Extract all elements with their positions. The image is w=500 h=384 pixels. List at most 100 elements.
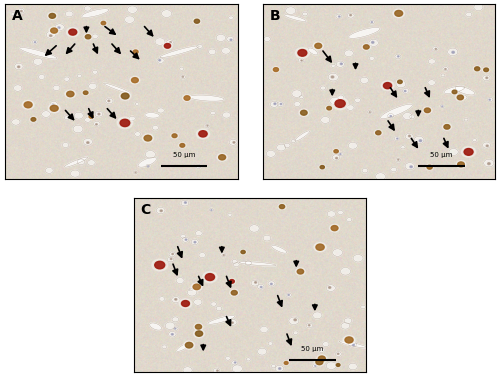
Circle shape <box>276 144 285 151</box>
Circle shape <box>174 328 176 329</box>
Circle shape <box>445 68 446 70</box>
Circle shape <box>208 49 216 55</box>
Text: 50 μm: 50 μm <box>173 152 195 159</box>
Circle shape <box>391 167 396 172</box>
Circle shape <box>228 16 234 20</box>
Circle shape <box>338 210 344 215</box>
Circle shape <box>194 19 200 23</box>
Circle shape <box>50 35 52 36</box>
Circle shape <box>280 205 284 209</box>
Circle shape <box>168 331 176 337</box>
Circle shape <box>180 235 186 238</box>
Circle shape <box>48 104 60 113</box>
Circle shape <box>230 39 232 40</box>
Circle shape <box>124 16 134 23</box>
Circle shape <box>101 22 105 25</box>
Ellipse shape <box>190 95 224 101</box>
Circle shape <box>66 91 74 97</box>
Circle shape <box>410 166 412 168</box>
Circle shape <box>333 149 340 154</box>
Circle shape <box>100 20 107 26</box>
Circle shape <box>343 335 355 344</box>
Circle shape <box>464 149 473 155</box>
Circle shape <box>74 112 83 119</box>
Circle shape <box>435 48 436 50</box>
Ellipse shape <box>138 157 156 167</box>
Circle shape <box>444 124 450 129</box>
Circle shape <box>134 171 137 174</box>
Circle shape <box>88 83 97 89</box>
Circle shape <box>482 67 490 73</box>
Circle shape <box>30 117 37 122</box>
Circle shape <box>71 30 76 34</box>
Circle shape <box>376 131 381 135</box>
Text: B: B <box>270 9 280 23</box>
Circle shape <box>312 364 318 367</box>
Ellipse shape <box>444 86 465 94</box>
Circle shape <box>117 117 132 129</box>
Circle shape <box>135 172 136 173</box>
Circle shape <box>194 242 196 243</box>
Circle shape <box>398 56 399 57</box>
Circle shape <box>308 325 310 326</box>
Circle shape <box>301 60 302 61</box>
Circle shape <box>160 210 162 212</box>
Circle shape <box>196 231 202 236</box>
Circle shape <box>456 94 465 101</box>
Circle shape <box>216 370 218 371</box>
Circle shape <box>464 118 468 121</box>
Circle shape <box>330 97 340 104</box>
Circle shape <box>66 27 79 37</box>
Circle shape <box>292 90 302 98</box>
Circle shape <box>154 261 164 269</box>
Circle shape <box>166 40 173 45</box>
Circle shape <box>64 116 70 119</box>
Circle shape <box>34 42 35 43</box>
Circle shape <box>232 361 237 365</box>
Circle shape <box>462 147 476 157</box>
Circle shape <box>374 130 382 136</box>
Circle shape <box>331 64 335 68</box>
Circle shape <box>88 114 94 119</box>
Circle shape <box>92 70 98 74</box>
Circle shape <box>170 258 172 260</box>
Circle shape <box>178 142 186 148</box>
Circle shape <box>474 4 483 11</box>
Circle shape <box>401 146 405 149</box>
Text: 50 μm: 50 μm <box>302 346 324 353</box>
Circle shape <box>144 135 152 141</box>
Circle shape <box>368 111 372 114</box>
Circle shape <box>294 319 296 321</box>
Circle shape <box>394 137 400 141</box>
Circle shape <box>456 161 466 168</box>
Circle shape <box>369 39 378 46</box>
Circle shape <box>332 249 342 256</box>
Circle shape <box>182 76 184 77</box>
Circle shape <box>14 85 22 91</box>
Circle shape <box>396 138 398 139</box>
Circle shape <box>216 306 222 311</box>
Circle shape <box>442 106 443 107</box>
Circle shape <box>440 104 444 108</box>
Circle shape <box>318 356 326 361</box>
Ellipse shape <box>176 344 189 351</box>
Circle shape <box>230 290 239 296</box>
Circle shape <box>207 125 208 126</box>
Circle shape <box>278 204 286 210</box>
Circle shape <box>205 124 210 128</box>
Circle shape <box>172 334 173 335</box>
Circle shape <box>172 134 177 137</box>
Circle shape <box>452 51 454 53</box>
Circle shape <box>335 100 345 108</box>
Circle shape <box>322 342 329 346</box>
Circle shape <box>82 90 89 95</box>
Circle shape <box>388 114 394 118</box>
Circle shape <box>210 208 214 211</box>
Circle shape <box>396 81 406 88</box>
Circle shape <box>172 253 174 255</box>
Circle shape <box>229 139 237 145</box>
Circle shape <box>426 164 434 170</box>
Circle shape <box>194 329 204 338</box>
Circle shape <box>345 337 353 343</box>
Circle shape <box>128 6 138 13</box>
